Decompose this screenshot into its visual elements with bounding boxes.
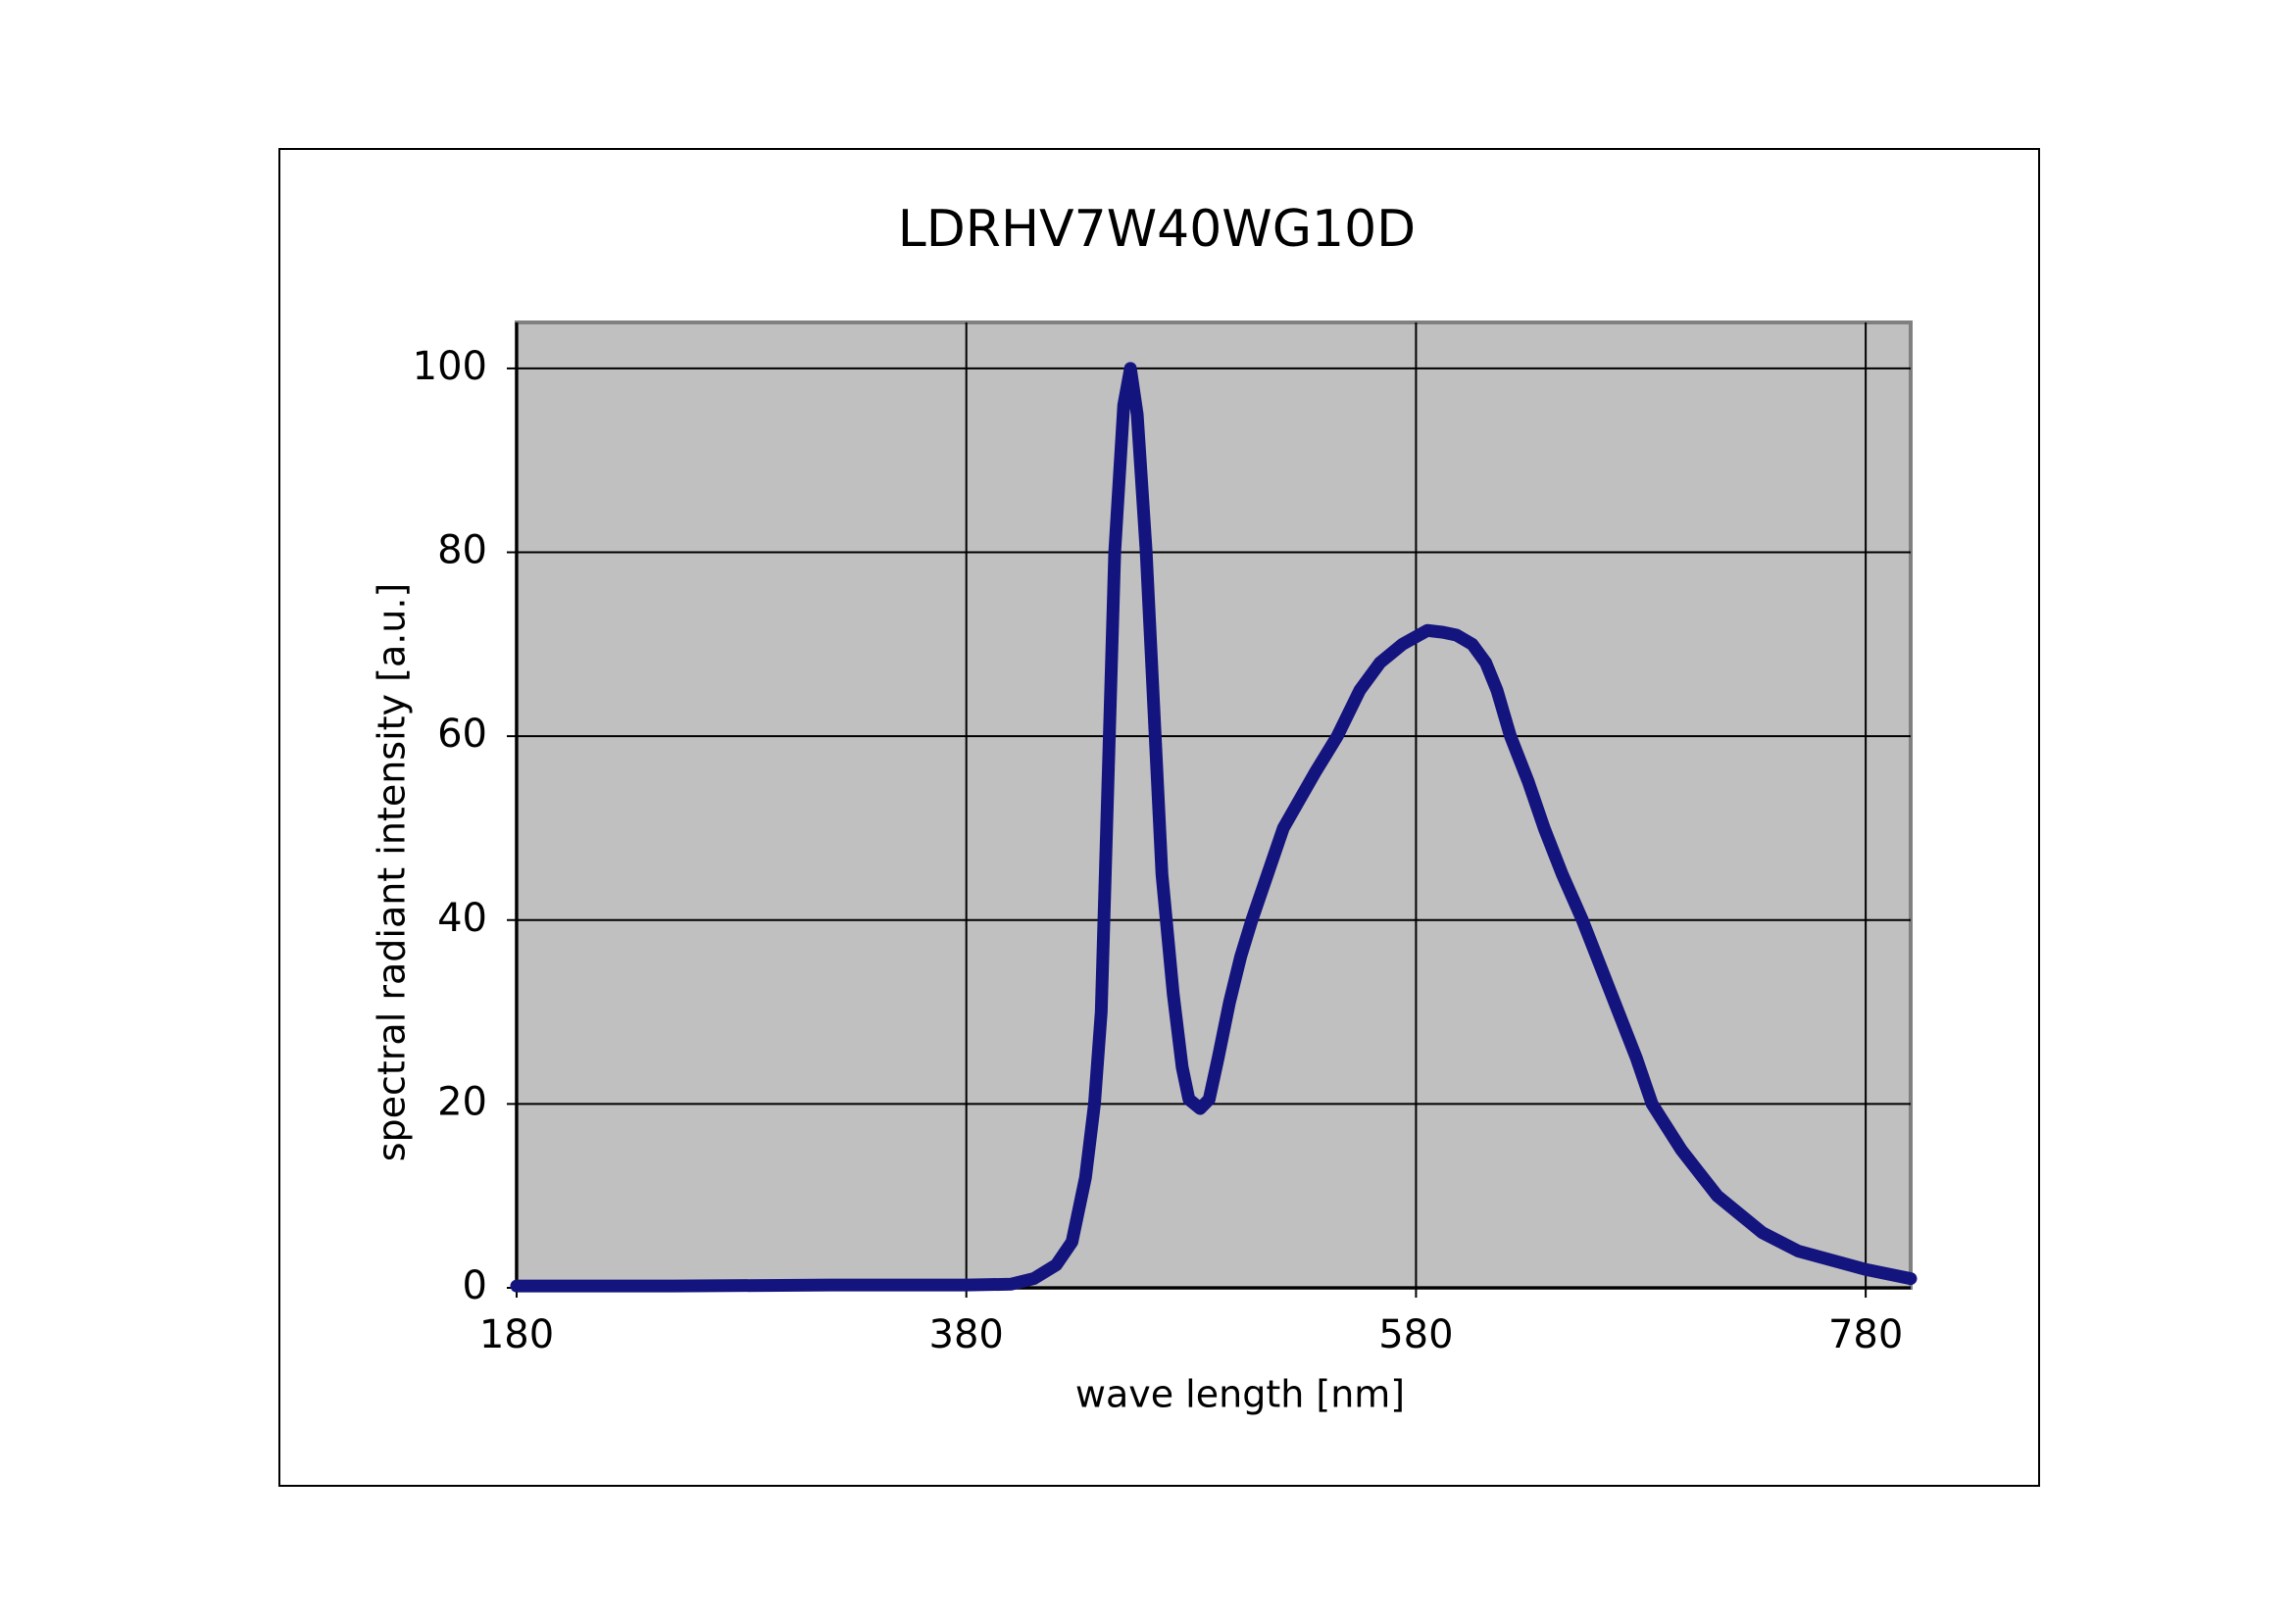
y-tick-label: 40 <box>437 896 487 941</box>
x-tick-label: 380 <box>929 1312 1004 1357</box>
x-axis-label: wave length [nm] <box>1075 1373 1405 1416</box>
y-tick-label: 60 <box>437 712 487 757</box>
y-tick-label: 0 <box>463 1263 487 1308</box>
data-line <box>510 362 1918 1293</box>
y-tick-label: 20 <box>437 1079 487 1124</box>
y-axis-label: spectral radiant intensity [a.u.] <box>371 583 414 1162</box>
x-tick-label: 180 <box>479 1312 554 1357</box>
y-tick-label: 80 <box>437 528 487 573</box>
plot-area <box>515 320 1913 1290</box>
y-tick-label: 100 <box>413 344 487 389</box>
chart-title: LDRHV7W40WG10D <box>898 200 1416 259</box>
x-tick-label: 580 <box>1378 1312 1453 1357</box>
x-tick-label: 780 <box>1828 1312 1903 1357</box>
